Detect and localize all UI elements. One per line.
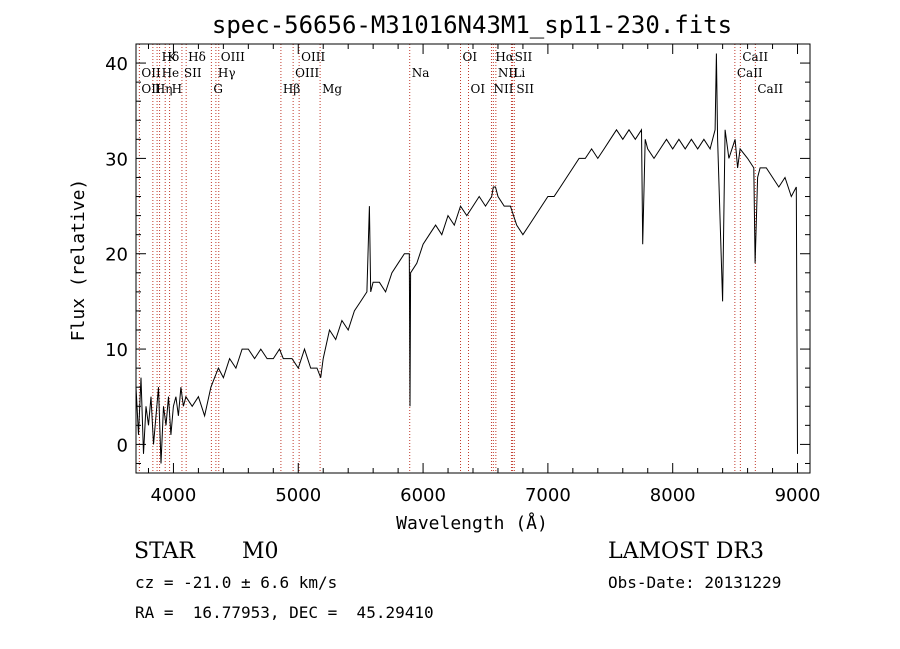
y-axis-label: Flux (relative) <box>68 179 89 342</box>
emission-line-label: CaII <box>757 82 783 96</box>
x-tick-label: 5000 <box>275 485 321 506</box>
emission-line-label: OII <box>141 66 161 80</box>
redshift-cz: cz = -21.0 ± 6.6 km/s <box>135 573 338 592</box>
emission-line-label: Li <box>513 66 525 80</box>
coordinates: RA = 16.77953, DEC = 45.29410 <box>135 603 434 622</box>
emission-line-label: Mg <box>322 82 342 96</box>
chart-title: spec-56656-M31016N43M1_sp11-230.fits <box>212 11 732 39</box>
emission-line-label: Hβ <box>283 82 300 96</box>
object-class: STAR <box>134 539 195 564</box>
y-axis-ticks: 0 10 20 30 40 <box>105 43 810 464</box>
emission-line-label: Na <box>412 66 430 80</box>
emission-line-label: He <box>162 66 180 80</box>
emission-line-label: OI <box>471 82 486 96</box>
emission-line-label: OIII <box>301 50 325 64</box>
emission-line-label: CaII <box>737 66 763 80</box>
emission-line-label: Hα <box>495 50 514 64</box>
observation-date: Obs-Date: 20131229 <box>608 573 782 592</box>
x-axis-label: Wavelength (Å) <box>396 512 548 534</box>
survey-name: LAMOST DR3 <box>608 539 764 564</box>
emission-line-label: OIII <box>295 66 319 80</box>
emission-line-label: SII <box>516 82 534 96</box>
emission-line-label: SII <box>515 50 533 64</box>
emission-line-markers <box>138 44 756 473</box>
x-axis-ticks: 4000 5000 6000 7000 8000 9000 <box>147 44 821 506</box>
emission-line-label: OI <box>463 50 478 64</box>
emission-line-label: OII <box>141 82 161 96</box>
x-tick-label: 7000 <box>525 485 571 506</box>
emission-line-label: NII <box>493 82 513 96</box>
emission-line-label: OIII <box>221 50 245 64</box>
x-tick-label: 9000 <box>775 485 821 506</box>
emission-line-label: NII <box>498 66 518 80</box>
spectrum-series-line <box>135 53 798 464</box>
emission-line-label: Hδ <box>188 50 206 64</box>
y-tick-label: 30 <box>105 149 128 170</box>
object-subclass: M0 <box>242 539 279 564</box>
y-tick-label: 40 <box>105 54 128 75</box>
x-tick-label: 8000 <box>650 485 696 506</box>
plot-frame <box>135 43 811 474</box>
x-tick-label: 6000 <box>400 485 446 506</box>
x-tick-label: 4000 <box>151 485 197 506</box>
emission-line-label: SII <box>184 66 202 80</box>
emission-line-label: K <box>167 50 177 64</box>
emission-line-label: G <box>213 82 223 96</box>
emission-line-label: Hγ <box>218 66 236 80</box>
emission-line-label: Hη <box>155 82 173 96</box>
emission-line-label: CaII <box>742 50 768 64</box>
emission-line-label: Hδ <box>162 50 180 64</box>
emission-line-label: H <box>172 82 182 96</box>
y-tick-label: 10 <box>105 340 128 361</box>
y-tick-label: 0 <box>117 435 128 456</box>
y-tick-label: 20 <box>105 245 128 266</box>
